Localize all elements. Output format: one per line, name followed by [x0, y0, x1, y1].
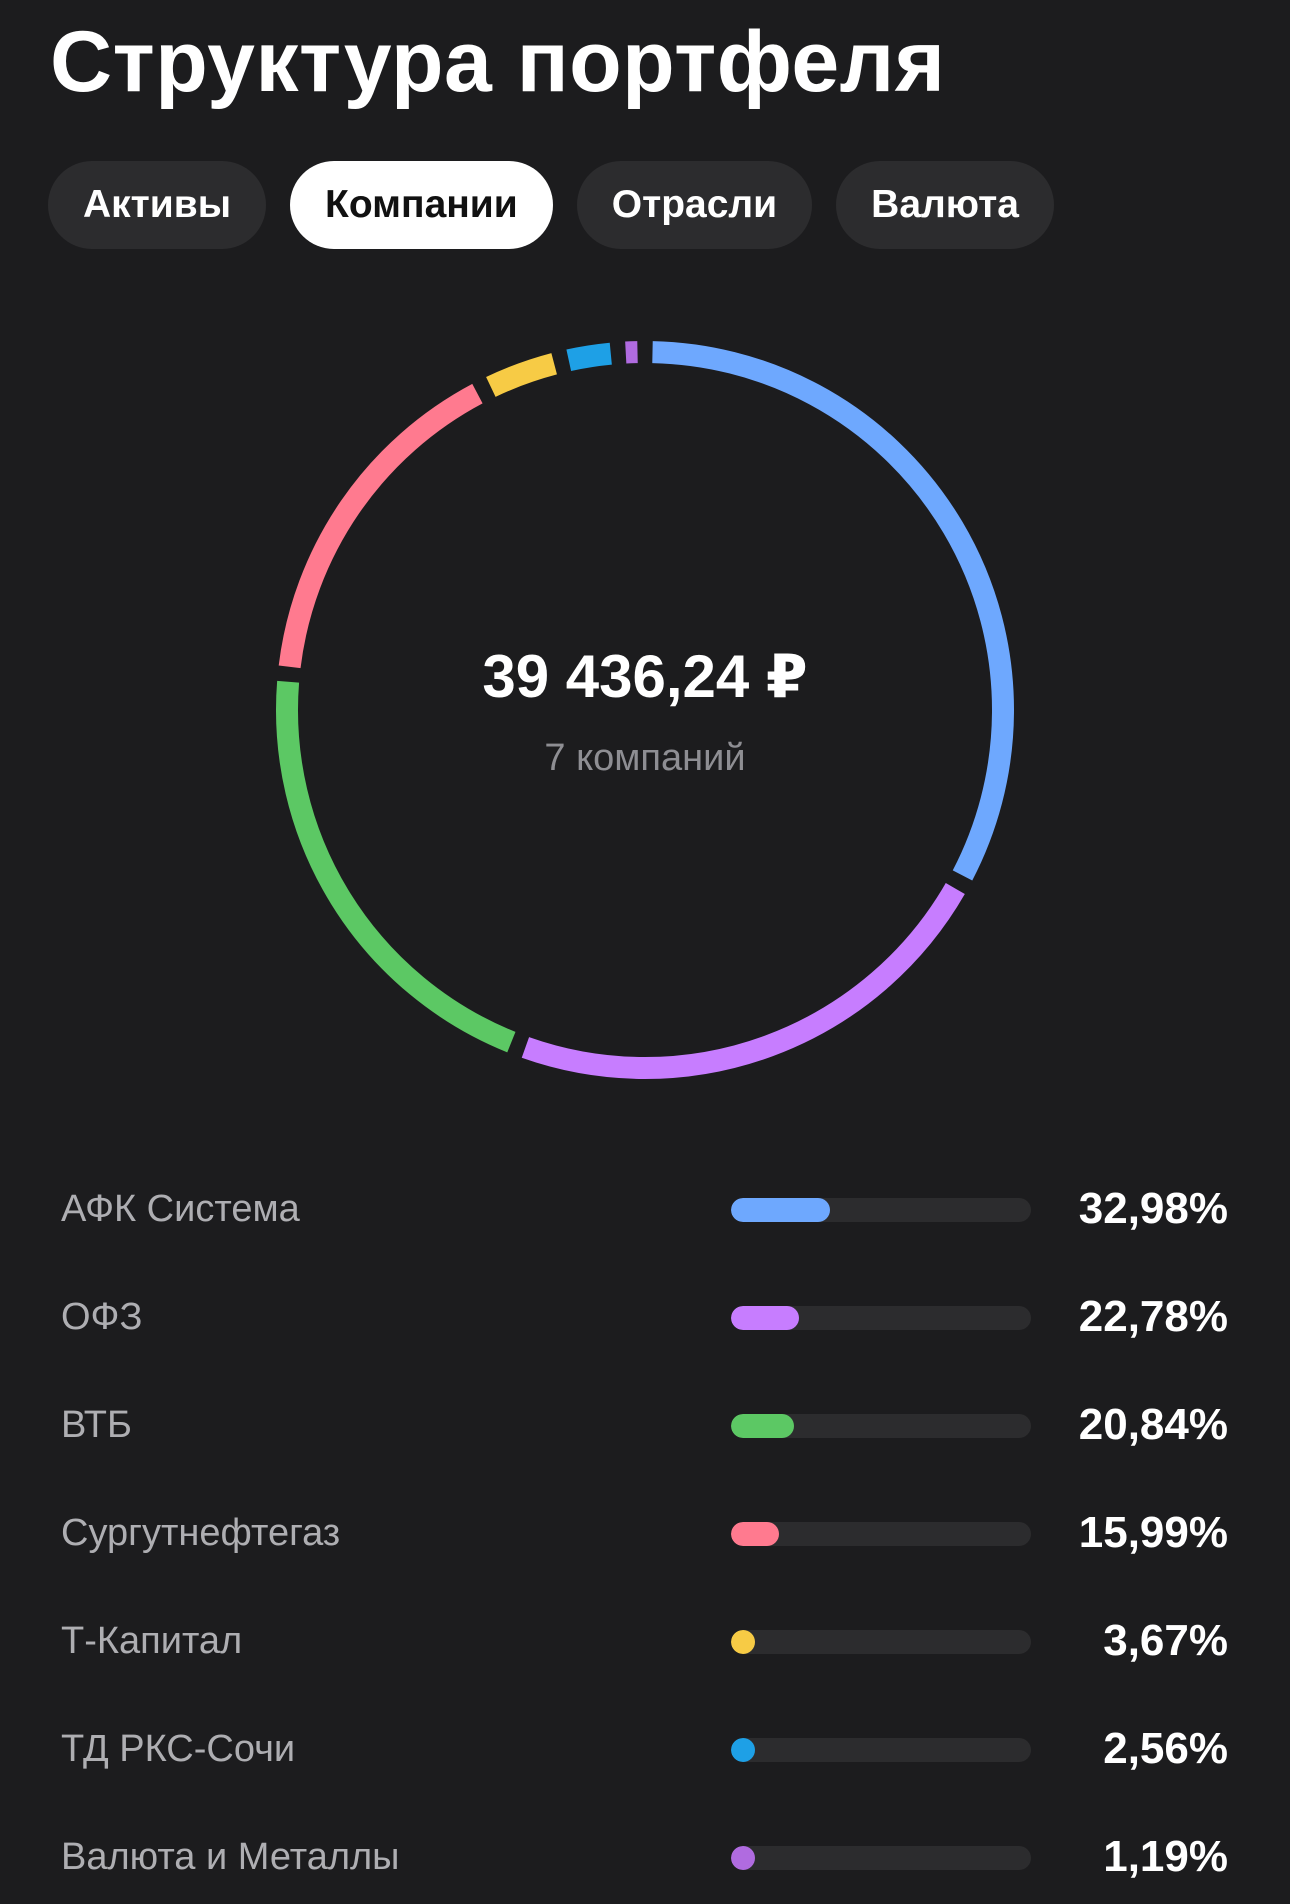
list-item[interactable]: Т-Капитал 3,67%	[0, 1589, 1290, 1697]
page-title: Структура портфеля	[50, 14, 946, 110]
tab-companies[interactable]: Компании	[290, 161, 553, 249]
donut-chart-svg	[276, 341, 1014, 1079]
donut-segment-4[interactable]	[278, 383, 483, 669]
company-percent: 3,67%	[1103, 1616, 1228, 1665]
share-bar	[731, 1306, 1031, 1330]
company-percent: 15,99%	[1078, 1508, 1228, 1557]
donut-segment-1[interactable]	[652, 341, 1014, 881]
company-name: ТД РКС-Сочи	[61, 1728, 296, 1770]
list-item[interactable]: ОФЗ 22,78%	[0, 1265, 1290, 1373]
list-item[interactable]: ТД РКС-Сочи 2,56%	[0, 1697, 1290, 1805]
company-name: ВТБ	[61, 1404, 132, 1446]
company-percent: 32,98%	[1078, 1184, 1228, 1233]
company-name: АФК Система	[61, 1188, 300, 1230]
portfolio-total: 39 436,24 ₽	[482, 643, 808, 710]
donut-segment-5[interactable]	[486, 353, 558, 397]
company-name: ОФЗ	[61, 1296, 143, 1338]
company-percent: 1,19%	[1103, 1832, 1228, 1881]
company-percent: 22,78%	[1078, 1292, 1228, 1341]
share-bar	[731, 1522, 1031, 1546]
share-bar-fill	[731, 1738, 755, 1762]
share-bar-fill	[731, 1414, 794, 1438]
list-item[interactable]: Валюта и Металлы 1,19%	[0, 1805, 1290, 1904]
share-bar	[731, 1630, 1031, 1654]
company-percent: 20,84%	[1078, 1400, 1228, 1449]
donut-segment-6[interactable]	[566, 342, 612, 371]
tab-currency[interactable]: Валюта	[836, 161, 1054, 249]
share-bar	[731, 1738, 1031, 1762]
tab-bar: Активы Компании Отрасли Валюта	[48, 161, 1054, 249]
share-bar-fill	[731, 1846, 755, 1870]
donut-chart	[0, 300, 1290, 1120]
list-item[interactable]: ВТБ 20,84%	[0, 1373, 1290, 1481]
list-item[interactable]: Сургутнефтегаз 15,99%	[0, 1481, 1290, 1589]
tab-industries[interactable]: Отрасли	[576, 161, 813, 249]
share-bar-fill	[731, 1630, 755, 1654]
companies-count: 7 компаний	[544, 737, 746, 779]
share-bar	[731, 1414, 1031, 1438]
share-bar	[731, 1846, 1031, 1870]
tab-assets[interactable]: Активы	[48, 161, 267, 249]
donut-segment-3[interactable]	[276, 680, 516, 1053]
company-percent: 2,56%	[1103, 1724, 1228, 1773]
company-name: Т-Капитал	[61, 1620, 243, 1662]
list-item[interactable]: АФК Система 32,98%	[0, 1157, 1290, 1265]
share-bar-fill	[731, 1306, 800, 1330]
donut-segment-2[interactable]	[521, 883, 965, 1079]
share-bar	[731, 1198, 1031, 1222]
companies-list: АФК Система 32,98% ОФЗ 22,78% ВТБ 20,84%…	[0, 1157, 1290, 1904]
company-name: Сургутнефтегаз	[61, 1512, 341, 1554]
company-name: Валюта и Металлы	[61, 1836, 400, 1878]
share-bar-fill	[731, 1198, 830, 1222]
share-bar-fill	[731, 1522, 779, 1546]
